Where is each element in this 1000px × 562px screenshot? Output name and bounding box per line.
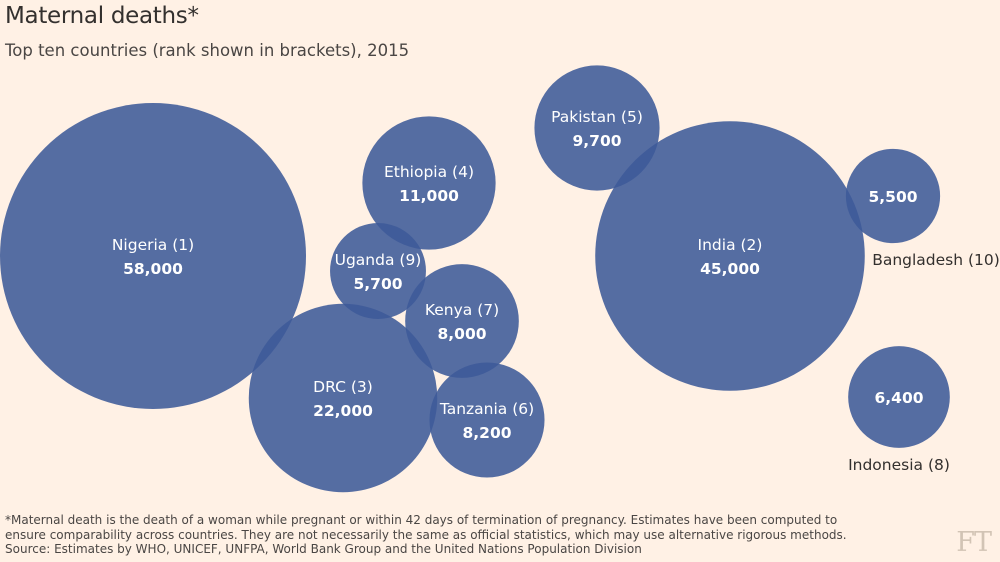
source-note: Source: Estimates by WHO, UNICEF, UNFPA,… [5,542,885,557]
ft-logo: FT [956,527,991,558]
label-ethiopia: Ethiopia (4) [384,163,474,181]
value-drc: 22,000 [313,402,373,420]
label-uganda: Uganda (9) [335,251,422,269]
bubble-pakistan [534,65,659,190]
footnote-line-1: *Maternal death is the death of a woman … [5,513,885,528]
label-kenya: Kenya (7) [425,301,499,319]
value-bangladesh: 5,500 [868,188,917,206]
label-india: India (2) [698,236,763,254]
value-ethiopia: 11,000 [399,187,459,205]
bubble-chart: Nigeria (1) 58,000 India (2) 45,000 DRC (3) 2… [0,0,1000,562]
value-nigeria: 58,000 [123,260,183,278]
value-india: 45,000 [700,260,760,278]
label-drc: DRC (3) [313,378,373,396]
value-tanzania: 8,200 [462,424,511,442]
value-uganda: 5,700 [353,275,402,293]
label-nigeria: Nigeria (1) [112,236,194,254]
value-kenya: 8,000 [437,325,486,343]
footnote-line-2: ensure comparability across countries. T… [5,528,885,543]
footnote: *Maternal death is the death of a woman … [5,513,885,557]
label-pakistan: Pakistan (5) [551,108,643,126]
label-indonesia: Indonesia (8) [848,456,950,474]
bubble-tanzania [429,362,544,477]
label-bangladesh: Bangladesh (10) [872,251,1000,269]
value-indonesia: 6,400 [874,389,923,407]
value-pakistan: 9,700 [572,132,621,150]
bubble-uganda [330,223,426,319]
label-tanzania: Tanzania (6) [439,400,534,418]
